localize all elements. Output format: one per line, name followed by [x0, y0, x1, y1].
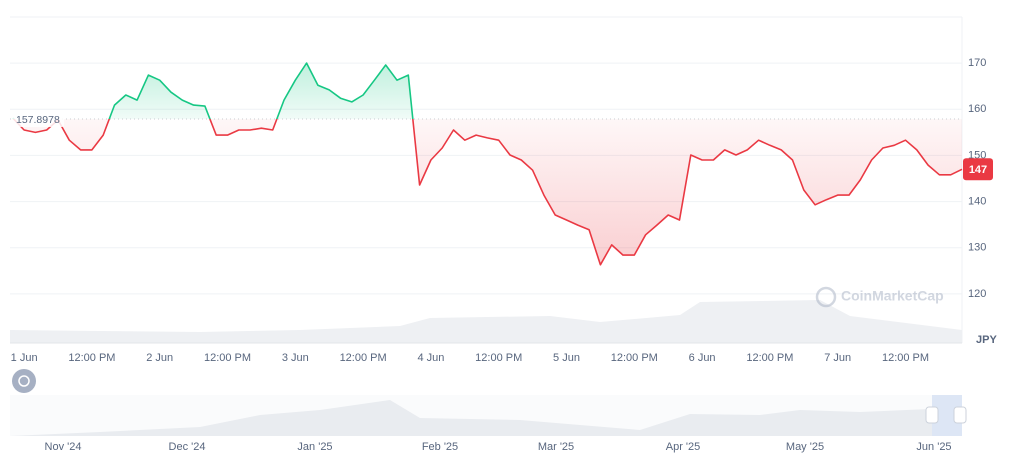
navigator-handle[interactable]	[953, 406, 967, 424]
last-price-label: 147	[969, 164, 987, 176]
x-tick-label: 12:00 PM	[475, 352, 522, 364]
x-tick-label: 12:00 PM	[68, 352, 115, 364]
history-button[interactable]	[12, 369, 36, 393]
x-tick-label: 3 Jun	[282, 352, 309, 364]
price-area	[12, 63, 963, 265]
y-tick-label: 160	[968, 103, 986, 115]
x-tick-label: 12:00 PM	[882, 352, 929, 364]
navigator-label: Feb '25	[422, 441, 458, 453]
volume-area	[10, 300, 962, 343]
watermark: CoinMarketCap	[815, 286, 944, 308]
x-tick-label: 12:00 PM	[340, 352, 387, 364]
x-tick-label: 2 Jun	[146, 352, 173, 364]
x-tick-label: 4 Jun	[417, 352, 444, 364]
y-tick-label: 120	[968, 288, 986, 300]
watermark-logo	[815, 286, 837, 308]
watermark-text: CoinMarketCap	[841, 288, 944, 304]
x-tick-label: 12:00 PM	[611, 352, 658, 364]
y-tick-label: 130	[968, 242, 986, 254]
y-unit: JPY	[976, 334, 997, 346]
y-tick-label: 140	[968, 195, 986, 207]
baseline-badge	[12, 110, 64, 127]
x-tick-label: 5 Jun	[553, 352, 580, 364]
last-price-badge	[963, 158, 993, 181]
navigator-handle[interactable]	[925, 406, 939, 424]
baseline-label: 157.8978	[16, 114, 60, 126]
navigator-label: May '25	[786, 441, 824, 453]
y-tick-label: 170	[968, 57, 986, 69]
navigator-label: Nov '24	[45, 441, 82, 453]
price-line	[12, 62, 963, 266]
x-tick-label: 1 Jun	[11, 352, 38, 364]
history-icon	[18, 375, 30, 387]
x-tick-label: 7 Jun	[824, 352, 851, 364]
navigator-label: Jan '25	[297, 441, 332, 453]
x-tick-label: 12:00 PM	[204, 352, 251, 364]
navigator-label: Apr '25	[666, 441, 701, 453]
navigator-area	[10, 400, 962, 436]
navigator-label: Jun '25	[916, 441, 951, 453]
x-tick-label: 12:00 PM	[746, 352, 793, 364]
navigator-label: Dec '24	[169, 441, 206, 453]
navigator-label: Mar '25	[538, 441, 574, 453]
x-tick-label: 6 Jun	[689, 352, 716, 364]
